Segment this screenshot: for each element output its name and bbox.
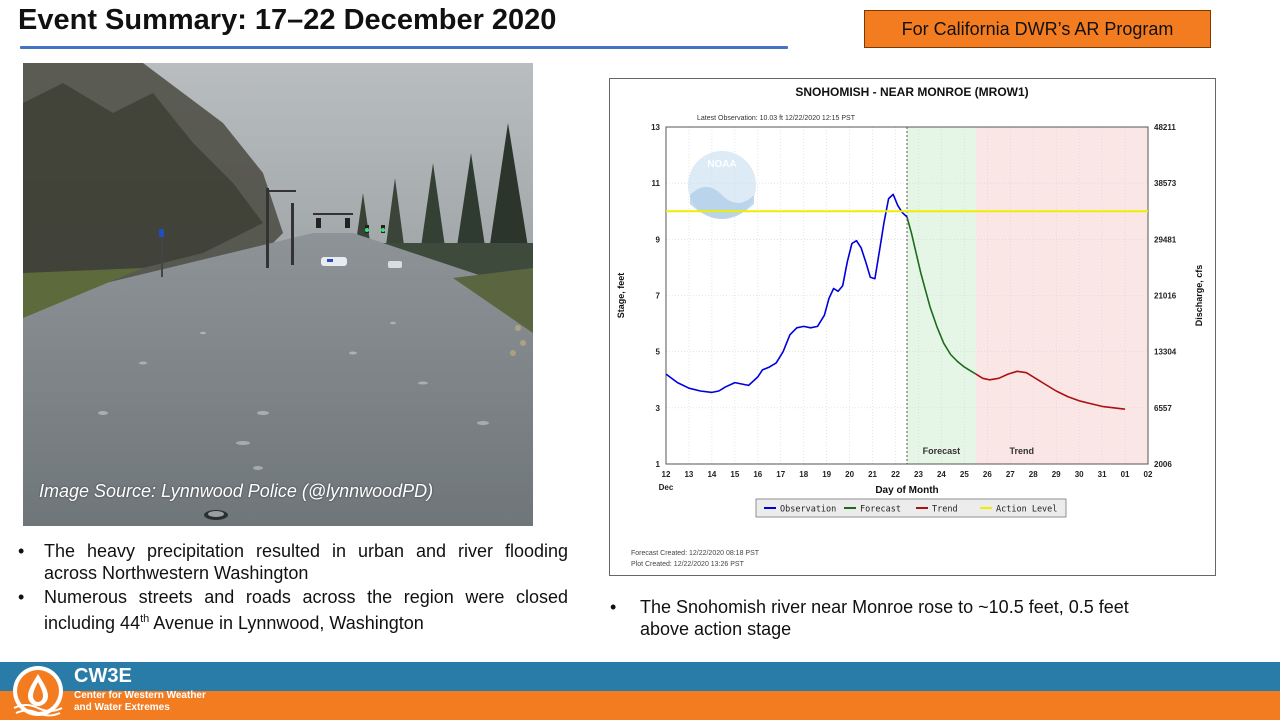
series-line-observation [665,193,908,394]
x-tick-label: 15 [730,470,739,479]
legend-label: Forecast [860,505,901,515]
flooded-street-photo: Image Source: Lynnwood Police (@lynnwood… [23,63,533,526]
x-tick-label: 17 [776,470,785,479]
x-tick-label: 27 [1006,470,1015,479]
trend-region-label: Trend [1010,446,1035,456]
y2-axis-label: Discharge, cfs [1194,265,1204,327]
bullet-road-closures: Numerous streets and roads across the re… [18,586,568,634]
x-tick-label: 31 [1098,470,1107,479]
footer-band-blue [0,662,1280,691]
y2-tick-label: 38573 [1154,179,1177,188]
chart-footer-note: Plot Created: 12/22/2020 13:26 PST [631,561,745,568]
x-tick-label: 14 [707,470,716,479]
y-tick-label: 13 [651,123,660,132]
bullet-flooding: The heavy precipitation resulted in urba… [18,540,568,584]
brand-subtitle: Center for Western Weather and Water Ext… [74,690,206,714]
x-month-label: Dec [659,483,674,492]
footer-band-orange [0,691,1280,720]
latest-observation-label: Latest Observation: 10.03 ft 12/22/2020 … [697,115,856,122]
x-tick-label: 24 [937,470,946,479]
series-line-trend [975,370,1126,410]
y2-tick-label: 21016 [1154,292,1177,301]
y-tick-label: 3 [656,404,661,413]
brand-subtitle-line2: and Water Extremes [74,702,170,713]
y-tick-label: 7 [656,292,661,301]
x-tick-label: 29 [1052,470,1061,479]
y-tick-label: 1 [656,460,661,469]
x-tick-label: 01 [1121,470,1130,479]
program-badge: For California DWR’s AR Program [864,10,1211,48]
y2-tick-label: 29481 [1154,235,1177,244]
left-bullet-list: The heavy precipitation resulted in urba… [18,540,568,636]
x-tick-label: 02 [1144,470,1153,479]
forecast-region-label: Forecast [923,446,961,456]
bullet-road-closures-text-b: Avenue in Lynnwood, Washington [149,613,424,633]
photo-caption: Image Source: Lynnwood Police (@lynnwood… [39,481,434,501]
x-tick-label: 21 [868,470,877,479]
x-tick-label: 16 [753,470,762,479]
x-tick-label: 12 [662,470,671,479]
y-tick-label: 9 [656,235,661,244]
x-tick-label: 19 [822,470,831,479]
hydrograph-svg: SNOHOMISH - NEAR MONROE (MROW1) Latest Ob… [616,85,1204,568]
x-tick-label: 28 [1029,470,1038,479]
noaa-logo-text: NOAA [707,159,736,170]
chart-title: SNOHOMISH - NEAR MONROE (MROW1) [795,85,1028,99]
chart-legend [755,498,1067,518]
title-underline [20,46,788,49]
y2-tick-label: 48211 [1154,123,1176,132]
legend-label: Trend [932,505,958,515]
plot-frame [665,126,1149,465]
x-axis-label: Day of Month [875,485,938,496]
y2-tick-label: 6557 [1154,404,1172,413]
slide-title: Event Summary: 17–22 December 2020 [18,4,557,36]
legend-label: Observation [780,505,836,515]
brand-name: CW3E [74,665,132,687]
series-line-forecast [906,216,977,375]
y-tick-label: 5 [656,348,661,357]
brand-subtitle-line1: Center for Western Weather [74,690,206,701]
y2-tick-label: 13304 [1154,348,1177,357]
y2-tick-label: 2006 [1154,460,1172,469]
x-tick-label: 22 [891,470,900,479]
y-tick-label: 11 [652,179,661,188]
x-tick-label: 13 [684,470,693,479]
legend-label: Action Level [996,505,1057,515]
x-tick-label: 25 [960,470,969,479]
x-tick-label: 18 [799,470,808,479]
bullet-road-closures-text-a: Numerous streets and roads across the re… [44,587,568,633]
ordinal-suffix: th [140,613,150,625]
hydrograph-chart: SNOHOMISH - NEAR MONROE (MROW1) Latest Ob… [609,78,1216,576]
bullet-river-stage: The Snohomish river near Monroe rose to … [610,596,1180,640]
x-tick-label: 20 [845,470,854,479]
x-tick-label: 26 [983,470,992,479]
y-axis-label: Stage, feet [616,273,626,319]
chart-footer-note: Forecast Created: 12/22/2020 08:18 PST [631,550,760,557]
x-tick-label: 30 [1075,470,1084,479]
right-bullet-list: The Snohomish river near Monroe rose to … [610,596,1180,642]
x-tick-label: 23 [914,470,923,479]
street-illustration [23,63,533,526]
cw3e-logo-icon [13,666,63,717]
